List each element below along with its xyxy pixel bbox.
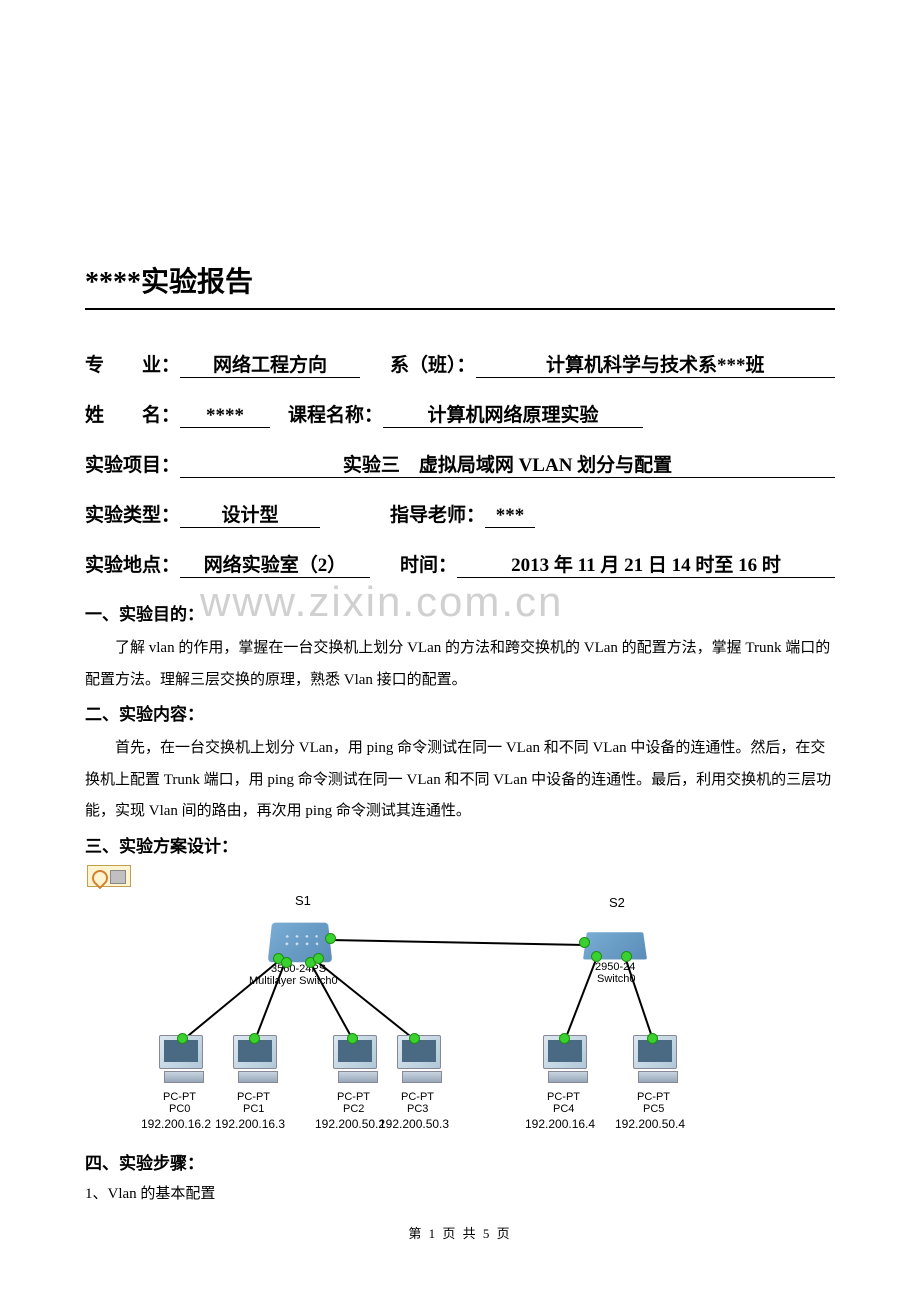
pc-name-label: PC1 [243,1103,264,1115]
section4-item1: 1、Vlan 的基本配置 [85,1182,835,1203]
major-label: 专 业： [85,350,180,377]
pc-icon [333,1035,383,1089]
class-value: 计算机科学与技术系***班 [476,350,835,378]
port-status-dot [177,1033,188,1044]
row-project: 实验项目： 实验三 虚拟局域网 VLAN 划分与配置 [85,450,835,478]
type-value: 设计型 [180,500,320,528]
name-value: **** [180,405,270,428]
pc-icon [633,1035,683,1089]
port-status-dot [579,937,590,948]
major-value: 网络工程方向 [180,350,360,378]
report-title: ****实验报告 [85,260,835,300]
row-location-time: 实验地点： 网络实验室（2） 时间： 2013 年 11 月 21 日 14 时… [85,550,835,578]
class-label: 系（班）： [390,350,476,377]
port-status-dot [647,1033,658,1044]
section3-heading: 三、实验方案设计： [85,832,835,857]
switch-label: S2 [609,895,625,910]
pc-ip-label: 192.200.16.2 [141,1117,211,1131]
title-underline [85,308,835,310]
pc-name-label: PC3 [407,1103,428,1115]
port-status-dot [281,957,292,968]
switch-name-label: Switch0 [597,973,636,985]
port-status-dot [621,951,632,962]
pc-ip-label: 192.200.50.3 [379,1117,449,1131]
pc-name-label: PC0 [169,1103,190,1115]
name-label: 姓 名： [85,400,180,427]
project-value: 实验三 虚拟局域网 VLAN 划分与配置 [180,450,835,478]
row-major-class: 专 业： 网络工程方向 系（班）： 计算机科学与技术系***班 [85,350,835,378]
switch-label: S1 [295,893,311,908]
switch-model-label: 2950-24 [595,961,635,973]
project-label: 实验项目： [85,450,180,477]
teacher-label: 指导老师： [390,500,485,527]
port-status-dot [249,1033,260,1044]
port-status-dot [591,951,602,962]
page-footer: 第 1 页 共 5 页 [0,1223,920,1242]
location-value: 网络实验室（2） [180,550,370,578]
row-name-course: 姓 名： **** 课程名称： 计算机网络原理实验 [85,400,835,428]
network-diagram: S1 3560-24PSMultilayer Switch0 S2 2950-24Sw… [85,865,725,1145]
pc-name-label: PC2 [343,1103,364,1115]
time-label: 时间： [400,550,457,577]
pc-model-label: PC-PT [163,1091,196,1103]
pc-ip-label: 192.200.16.3 [215,1117,285,1131]
type-label: 实验类型： [85,500,180,527]
course-label: 课程名称： [288,400,383,427]
location-label: 实验地点： [85,550,180,577]
pc-name-label: PC5 [643,1103,664,1115]
main-content: ****实验报告 专 业： 网络工程方向 系（班）： 计算机科学与技术系***班… [85,260,835,1203]
course-value: 计算机网络原理实验 [383,400,643,428]
port-status-dot [559,1033,570,1044]
switch-name-label: Multilayer Switch0 [249,975,338,987]
pc-model-label: PC-PT [637,1091,670,1103]
section1-heading: 一、实验目的： [85,600,835,625]
section2-heading: 二、实验内容： [85,700,835,725]
pc-ip-label: 192.200.50.2 [315,1117,385,1131]
port-status-dot [409,1033,420,1044]
port-status-dot [325,933,336,944]
switch-model-label: 3560-24PS [271,963,326,975]
section4-heading: 四、实验步骤： [85,1149,835,1174]
section1-body: 了解 vlan 的作用，掌握在一台交换机上划分 VLan 的方法和跨交换机的 V… [85,633,835,696]
port-status-dot [347,1033,358,1044]
time-value: 2013 年 11 月 21 日 14 时至 16 时 [457,550,835,578]
section2-body: 首先，在一台交换机上划分 VLan，用 ping 命令测试在同一 VLan 和不… [85,733,835,828]
pc-model-label: PC-PT [337,1091,370,1103]
port-status-dot [313,953,324,964]
row-type-teacher: 实验类型： 设计型 指导老师： *** [85,500,835,528]
pc-ip-label: 192.200.16.4 [525,1117,595,1131]
pc-name-label: PC4 [553,1103,574,1115]
pc-model-label: PC-PT [547,1091,580,1103]
pc-model-label: PC-PT [237,1091,270,1103]
teacher-value: *** [485,505,535,528]
pc-model-label: PC-PT [401,1091,434,1103]
pc-icon [397,1035,447,1089]
pc-ip-label: 192.200.50.4 [615,1117,685,1131]
